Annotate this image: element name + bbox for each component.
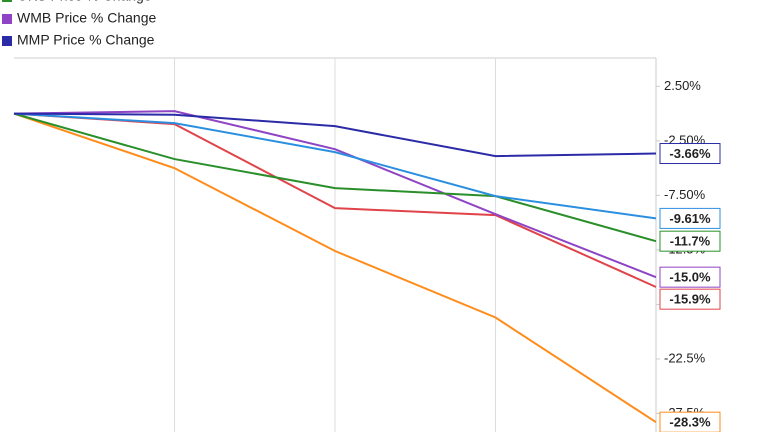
series-line bbox=[13, 112, 657, 220]
series-line bbox=[13, 112, 657, 424]
value-label-box bbox=[659, 143, 721, 165]
y-tick-label: 2.50% bbox=[664, 78, 701, 93]
value-label: -3.66% bbox=[669, 146, 711, 161]
legend-swatch bbox=[2, 36, 12, 46]
value-label: -15.0% bbox=[669, 270, 711, 285]
value-label: -9.61% bbox=[669, 211, 711, 226]
series-line bbox=[13, 112, 657, 243]
value-label-box bbox=[659, 230, 721, 252]
legend-label: WMB Price % Change bbox=[17, 10, 156, 26]
y-tick-label: -7.50% bbox=[664, 187, 706, 202]
value-label-box bbox=[659, 207, 721, 229]
value-label: -28.3% bbox=[669, 415, 711, 430]
legend-label: MMP Price % Change bbox=[17, 32, 155, 48]
series-line bbox=[13, 110, 657, 279]
value-label-box bbox=[659, 288, 721, 310]
legend-label: OKS Price % Change bbox=[17, 0, 152, 4]
value-label-box bbox=[659, 266, 721, 288]
legend-swatch bbox=[2, 14, 12, 24]
value-label: -11.7% bbox=[670, 234, 711, 249]
legend-swatch bbox=[2, 0, 12, 2]
y-tick-label: -22.5% bbox=[664, 350, 706, 365]
series-line bbox=[13, 112, 657, 158]
value-label: -15.9% bbox=[669, 292, 711, 307]
value-label-box bbox=[659, 411, 721, 432]
